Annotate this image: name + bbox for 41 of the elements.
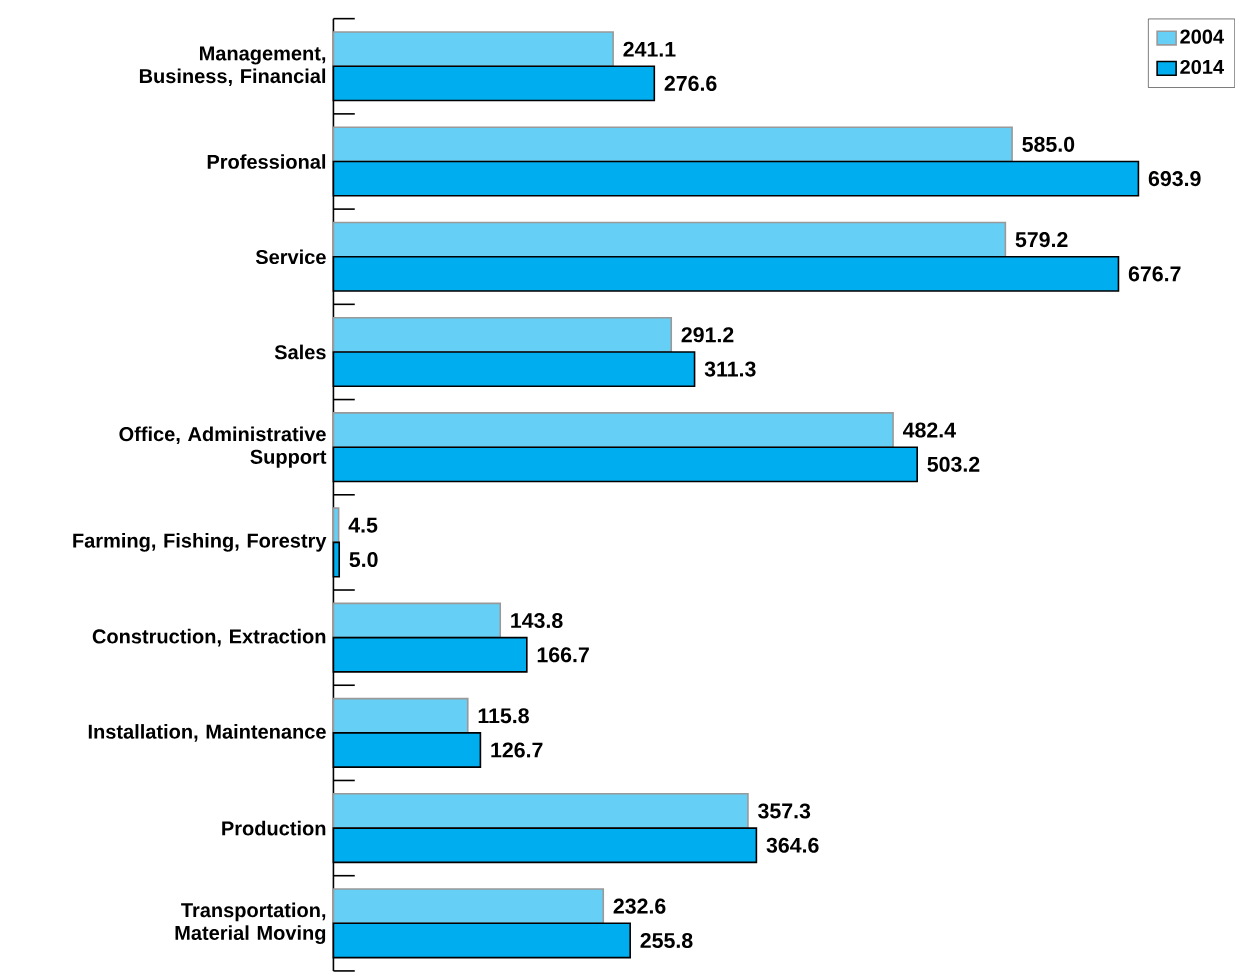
bar (332, 126, 1013, 163)
data-label: 357.3 (758, 803, 811, 819)
bar (332, 317, 673, 353)
data-label: 4.5 (348, 518, 378, 533)
data-label: 693.9 (1148, 171, 1201, 187)
y-tick-label: Transportation, Material Moving (175, 902, 326, 945)
data-label: 232.6 (613, 898, 666, 914)
data-label: 115.8 (478, 708, 529, 724)
y-tick-label: Construction, Extraction (92, 629, 326, 647)
data-label: 676.7 (1128, 266, 1181, 282)
data-label: 166.7 (537, 647, 589, 663)
y-tick-label: Farming, Fishing, Forestry (73, 533, 327, 552)
data-label: 364.6 (766, 837, 819, 853)
y-tick-label: Service (255, 249, 326, 265)
data-label: 276.6 (664, 76, 717, 92)
data-label: 126.7 (491, 742, 543, 758)
data-label: 503.2 (927, 456, 980, 473)
bar (332, 31, 614, 68)
legend-label: 2014 (1180, 60, 1224, 75)
bar (332, 793, 749, 830)
data-label: 482.4 (902, 422, 956, 438)
y-tick-label: Office, Administrative Support (119, 426, 327, 469)
bar (332, 221, 1007, 258)
bar (332, 602, 502, 639)
data-label: 241.1 (623, 41, 676, 57)
legend-label: 2004 (1180, 29, 1224, 44)
y-tick-label: Sales (274, 344, 326, 360)
data-label: 255.8 (640, 933, 693, 949)
data-label: 291.2 (681, 327, 734, 343)
bar (332, 697, 469, 734)
y-tick-label: Installation, Maintenance (88, 724, 326, 742)
data-label: 579.2 (1015, 232, 1068, 248)
y-tick-label: Professional (207, 154, 326, 170)
data-label: 143.8 (511, 613, 563, 629)
data-label: 5.0 (349, 552, 378, 568)
data-label: 311.3 (704, 361, 756, 377)
y-tick-label: Management, Business, Financial (139, 46, 326, 87)
y-tick-label: Production (222, 820, 326, 836)
bar (332, 412, 894, 449)
bar (332, 888, 605, 925)
data-label: 585.0 (1022, 137, 1075, 153)
